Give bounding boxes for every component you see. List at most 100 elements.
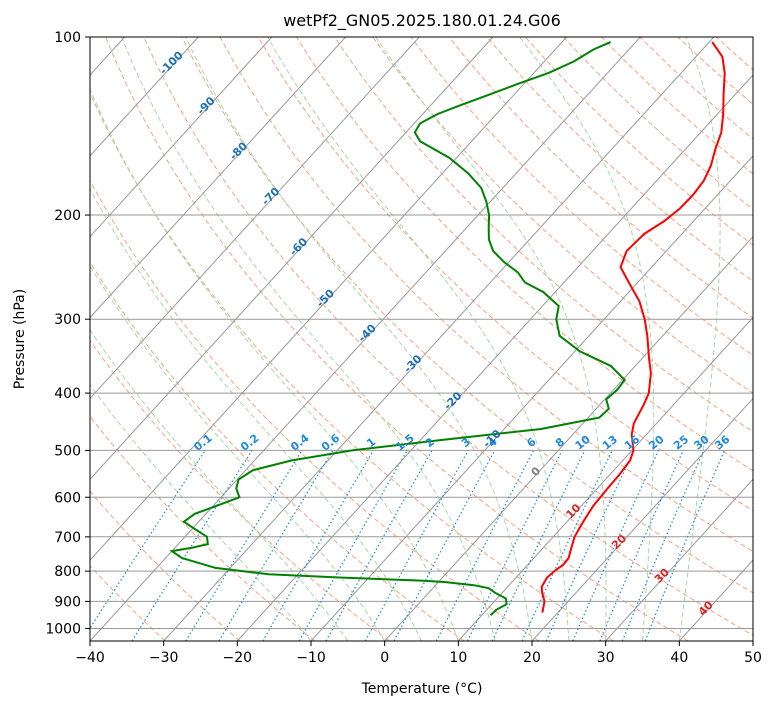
dry-adiabat <box>563 37 753 210</box>
moist-adiabat <box>90 384 312 641</box>
dry-adiabat <box>90 339 390 641</box>
dry-adiabat <box>257 37 753 512</box>
y-tick-label: 800 <box>54 564 81 580</box>
dry-adiabat <box>90 91 614 641</box>
moist-adiabat <box>375 37 607 641</box>
x-tick-label: 50 <box>744 650 762 666</box>
isotherm-label: 20 <box>609 532 629 552</box>
dry-adiabat <box>219 37 753 552</box>
isotherm-label: 30 <box>652 566 672 586</box>
isotherm-label: -80 <box>227 139 250 162</box>
dry-adiabat <box>677 37 753 105</box>
mixing-ratio-line <box>621 450 705 641</box>
mixing-ratio-line <box>435 450 535 641</box>
isotherm-label: -60 <box>287 235 310 258</box>
x-axis: −40 −30 −20 −10 0 10 20 30 40 50 <box>75 641 762 666</box>
x-tick-label: 10 <box>449 650 467 666</box>
x-tick-label: −40 <box>75 650 105 666</box>
dry-adiabat <box>181 37 753 594</box>
isotherm <box>90 37 199 157</box>
isotherm <box>457 316 753 641</box>
y-tick-label: 900 <box>54 594 81 610</box>
mixing-ratio-label: 30 <box>692 433 712 453</box>
dry-adiabat <box>448 37 753 319</box>
mixing-ratio-line <box>364 450 469 641</box>
x-tick-label: −30 <box>149 650 179 666</box>
y-axis-label: Pressure (hPa) <box>12 289 28 389</box>
chart-title: wetPf2_GN05.2025.180.01.24.G06 <box>283 11 561 31</box>
mixing-ratio-label: 13 <box>600 433 620 453</box>
moist-adiabat <box>90 187 422 641</box>
isotherm-label: -10 <box>481 427 504 450</box>
isotherm <box>90 37 567 561</box>
mixing-ratio-line <box>393 450 496 641</box>
x-tick-label: 20 <box>523 650 541 666</box>
x-tick-label: 40 <box>670 650 688 666</box>
y-tick-label: 600 <box>54 490 81 506</box>
y-tick-label: 100 <box>54 30 81 46</box>
isotherm <box>531 397 753 641</box>
dry-adiabat <box>410 37 753 356</box>
isotherm-label: -70 <box>259 185 282 208</box>
mixing-ratio-line <box>131 450 253 641</box>
isotherm <box>163 37 715 641</box>
isotherm-label: -40 <box>356 321 379 344</box>
isotherm-label: -50 <box>314 287 337 310</box>
moist-adiabat <box>90 328 349 641</box>
isotherm-label: -30 <box>401 352 424 375</box>
dry-adiabat <box>90 415 316 641</box>
isotherm <box>90 37 420 400</box>
y-tick-label: 500 <box>54 443 81 459</box>
dry-adiabat <box>90 565 166 641</box>
temperature-profile <box>540 41 726 613</box>
mixing-ratio-label: 20 <box>646 433 666 453</box>
isotherm <box>90 37 641 641</box>
isotherm <box>236 74 753 641</box>
dry-adiabat <box>143 37 753 636</box>
mixing-ratio-line <box>262 450 374 641</box>
x-tick-label: −10 <box>296 650 326 666</box>
isotherm <box>678 559 753 641</box>
isotherm-label: -20 <box>441 389 464 412</box>
mixing-ratio-line <box>572 450 660 641</box>
dry-adiabat <box>295 37 753 472</box>
moist-adiabat <box>121 37 496 641</box>
x-tick-label: 0 <box>380 650 389 666</box>
isotherm <box>384 235 753 641</box>
mixing-ratio-label: 2 <box>423 435 437 450</box>
mixing-ratio-line <box>298 450 408 641</box>
y-tick-label: 300 <box>54 312 81 328</box>
x-tick-label: 30 <box>597 650 615 666</box>
dry-adiabat <box>334 37 753 433</box>
y-axis: 100 200 300 400 500 600 700 800 900 1000 <box>45 30 90 637</box>
mixing-ratio-line <box>466 450 563 641</box>
background-lines <box>90 37 775 641</box>
mixing-ratio-label: 36 <box>712 433 732 453</box>
moist-adiabat <box>90 265 386 641</box>
isotherm <box>90 37 346 319</box>
mixing-ratio-line <box>599 450 684 641</box>
isotherm-label: 0 <box>529 464 544 479</box>
dry-adiabat <box>715 37 753 71</box>
isotherm <box>752 640 753 641</box>
isotherm <box>310 155 753 641</box>
moist-adiabat <box>519 37 655 641</box>
isotherm <box>90 37 273 238</box>
isotherm <box>90 37 494 481</box>
x-axis-label: Temperature (°C) <box>361 681 483 697</box>
dry-adiabat <box>90 179 540 641</box>
mixing-ratio-line <box>185 450 303 641</box>
isotherm <box>605 478 753 641</box>
dry-adiabat <box>90 261 465 641</box>
dry-adiabat <box>105 37 689 641</box>
mixing-ratio-line <box>90 450 206 630</box>
isotherm-label: 10 <box>563 501 583 521</box>
isotherm-label: -100 <box>157 48 186 77</box>
plot-frame <box>89 36 754 642</box>
dry-adiabat <box>754 37 775 641</box>
sounding-profiles <box>169 41 726 617</box>
dewpoint-profile <box>169 41 627 617</box>
mixing-ratio-line <box>644 450 726 641</box>
moist-adiabat <box>90 87 459 641</box>
moist-adiabat <box>185 37 533 641</box>
